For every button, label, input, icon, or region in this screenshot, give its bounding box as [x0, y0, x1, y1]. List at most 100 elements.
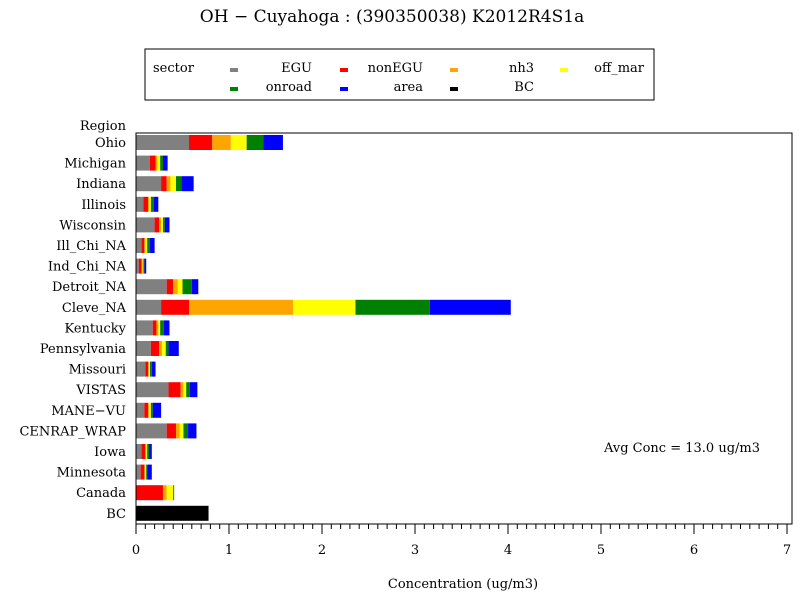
bar-wisconsin-off-mar — [161, 217, 163, 233]
bar-cleve-na-onroad — [355, 299, 430, 315]
bar-ind-chi-na-egu — [136, 258, 139, 274]
bar-mane-vu-egu — [136, 402, 145, 418]
bar-pennsylvania-egu — [136, 341, 151, 356]
category-label: Minnesota — [57, 466, 127, 481]
bar-wisconsin-egu — [136, 217, 155, 233]
bar-wisconsin-area — [164, 217, 170, 233]
legend-swatch-nh3 — [450, 68, 458, 72]
bar-detroit-na-area — [191, 279, 199, 295]
bar-cleve-na-area — [429, 299, 511, 315]
category-label: Ohio — [95, 136, 126, 151]
legend-box — [144, 48, 655, 101]
bar-michigan-nonegu — [149, 155, 156, 171]
bar-iowa-egu — [136, 444, 142, 459]
bar-ohio-nh3 — [212, 135, 231, 150]
category-label: Canada — [76, 486, 126, 501]
bar-vistas-area — [189, 382, 198, 398]
bar-pennsylvania-area — [168, 341, 179, 356]
bar-cenrap-wrap-onroad — [183, 423, 189, 439]
bar-ind-chi-na-off-mar — [142, 258, 144, 274]
legend-label-onroad: onroad — [266, 80, 312, 95]
bar-kentucky-off-mar — [158, 320, 161, 336]
bar-cleve-na-nonegu — [161, 299, 190, 315]
category-label: Kentucky — [64, 321, 126, 336]
bar-mane-vu-area — [152, 402, 162, 418]
bar-illinois-onroad — [150, 196, 154, 212]
legend-label-nonegu: nonEGU — [368, 61, 423, 76]
x-tick-label: 7 — [783, 543, 791, 558]
bar-vistas-onroad — [186, 382, 190, 398]
bar-illinois-off-mar — [149, 196, 151, 212]
bar-michigan-area — [162, 155, 168, 171]
bar-cenrap-wrap-nh3 — [175, 423, 180, 439]
category-label: CENRAP_WRAP — [19, 424, 126, 439]
category-label: BC — [106, 507, 126, 522]
bar-detroit-na-off-mar — [177, 279, 183, 295]
bar-minnesota-area — [147, 464, 152, 480]
bar-indiana-nonegu — [161, 176, 167, 192]
bar-iowa-off-mar — [146, 444, 148, 459]
bar-cenrap-wrap-off-mar — [179, 423, 184, 439]
category-label: VISTAS — [75, 383, 126, 398]
bar-cenrap-wrap-area — [188, 423, 197, 439]
bar-iowa-nonegu — [141, 444, 146, 459]
legend-label-bc: BC — [514, 80, 534, 95]
bar-pennsylvania-onroad — [165, 341, 169, 356]
bar-vistas-nonegu — [168, 382, 181, 398]
bar-mane-vu-off-mar — [149, 402, 151, 418]
bar-indiana-nh3 — [166, 176, 171, 192]
bar-missouri-area — [151, 361, 156, 377]
bar-cleve-na-egu — [136, 299, 162, 315]
bar-wisconsin-onroad — [162, 217, 165, 233]
x-tick-label: 4 — [504, 543, 512, 558]
bar-pennsylvania-nonegu — [150, 341, 160, 356]
bar-indiana-onroad — [175, 176, 182, 192]
bar-pennsylvania-nh3 — [159, 341, 163, 356]
category-label: Iowa — [94, 445, 126, 460]
category-label: Cleve_NA — [62, 301, 127, 316]
bar-minnesota-off-mar — [145, 464, 147, 480]
bar-vistas-egu — [136, 382, 169, 398]
bar-ind-chi-na-onroad — [143, 258, 145, 274]
category-label: Ill_Chi_NA — [56, 239, 126, 254]
bar-illinois-nonegu — [143, 196, 149, 212]
bar-canada-off-mar — [166, 485, 174, 501]
bar-wisconsin-nh3 — [159, 217, 162, 233]
bar-cleve-na-off-mar — [293, 299, 356, 315]
legend-title: sector — [153, 61, 195, 76]
bar-canada-nh3 — [162, 485, 167, 501]
bar-minnesota-onroad — [146, 464, 148, 480]
x-tick-label: 3 — [411, 543, 419, 558]
category-label: Ind_Chi_NA — [48, 260, 127, 275]
bar-kentucky-nh3 — [156, 320, 159, 336]
bar-iowa-nh3 — [145, 444, 147, 459]
bar-ill-chi-na-area — [149, 238, 155, 253]
legend-swatch-bc — [450, 87, 458, 91]
bar-cenrap-wrap-nonegu — [166, 423, 176, 439]
bar-ill-chi-na-nh3 — [144, 238, 146, 253]
bar-missouri-nonegu — [145, 361, 149, 377]
bar-michigan-off-mar — [157, 155, 161, 171]
bar-detroit-na-nh3 — [173, 279, 178, 295]
bar-wisconsin-nonegu — [154, 217, 160, 233]
bar-missouri-onroad — [149, 361, 152, 377]
bar-kentucky-onroad — [160, 320, 164, 336]
x-tick-label: 1 — [225, 543, 233, 558]
bar-pennsylvania-off-mar — [162, 341, 166, 356]
bar-ind-chi-na-nh3 — [141, 258, 143, 274]
bar-detroit-na-nonegu — [166, 279, 174, 295]
category-label: Michigan — [64, 157, 126, 172]
legend-swatch-onroad — [230, 87, 238, 91]
bar-michigan-onroad — [160, 155, 163, 171]
bar-illinois-area — [153, 196, 159, 212]
bar-ind-chi-na-area — [144, 258, 147, 274]
bar-missouri-nh3 — [148, 361, 150, 377]
bar-vistas-off-mar — [183, 382, 187, 398]
category-label: Indiana — [76, 177, 126, 192]
legend-label-off-mar: off_mar — [594, 61, 645, 76]
bar-ind-chi-na-nonegu — [138, 258, 142, 274]
bar-indiana-egu — [136, 176, 162, 192]
bar-ill-chi-na-egu — [136, 238, 142, 253]
legend-label-area: area — [394, 80, 424, 95]
